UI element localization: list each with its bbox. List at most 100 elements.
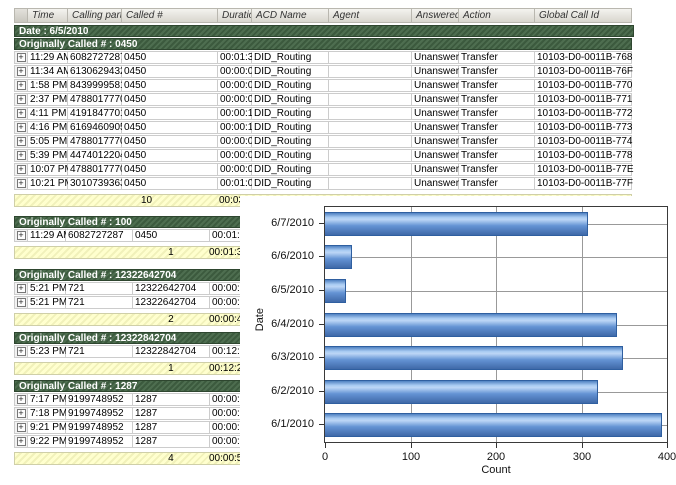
- summary-total-duration: 00:03:40: [219, 195, 258, 206]
- cell-agent: [329, 121, 412, 134]
- cell-calling: 9199748952: [66, 421, 133, 434]
- column-header-corner: [14, 8, 28, 23]
- expand-icon[interactable]: +: [16, 122, 26, 132]
- expand-icon[interactable]: +: [16, 52, 26, 62]
- summary-count: 1: [168, 247, 174, 258]
- cell-calling: 721: [66, 345, 133, 358]
- expand-icon[interactable]: +: [16, 178, 26, 188]
- cell-called: 0450: [122, 121, 218, 134]
- expand-cell: +: [14, 296, 28, 309]
- x-tick-label: 300: [572, 451, 592, 463]
- report-section: Originally Called # : 0450 +11:29 AM 60827…: [14, 38, 634, 207]
- cell-calling: 9199748952: [66, 435, 133, 448]
- cell-agent: [329, 135, 412, 148]
- expand-icon[interactable]: +: [16, 66, 26, 76]
- cell-action: Transfer: [459, 121, 535, 134]
- x-tick-mark: [325, 443, 326, 448]
- cell-calling: 4474012204: [68, 149, 126, 162]
- cell-called: 0450: [122, 149, 218, 162]
- summary-total-duration: 00:01:35: [209, 247, 248, 258]
- cell-time: 2:37 PM: [28, 93, 68, 106]
- chart-bar: [325, 346, 623, 370]
- y-tick-mark: [319, 256, 324, 257]
- table-row: +10:21 PM 3010739363 0450 00:01:02 DID_Routi…: [14, 177, 634, 190]
- count-by-date-chart: Date 6/7/2010 6/6/2010 6/5/2010 6/4/2010 6/3…: [240, 196, 676, 485]
- cell-called: 0450: [122, 51, 218, 64]
- summary-total-duration: 00:00:43: [209, 314, 248, 325]
- column-header-agent: Agent: [329, 8, 412, 23]
- expand-cell: +: [14, 149, 28, 162]
- expand-icon[interactable]: +: [16, 136, 26, 146]
- cell-called: 0450: [133, 229, 210, 242]
- expand-cell: +: [14, 121, 28, 134]
- cell-answered: Unanswered: [412, 149, 471, 162]
- cell-calling: 721: [66, 282, 133, 295]
- column-header-global-call-id: Global Call Id: [535, 8, 632, 23]
- cell-called: 1287: [133, 421, 210, 434]
- column-header-action: Action: [459, 8, 535, 23]
- expand-icon[interactable]: +: [16, 408, 26, 418]
- cell-calling: 6082727287: [68, 51, 126, 64]
- expand-icon[interactable]: +: [16, 94, 26, 104]
- summary-row: 1 00:12:23: [14, 362, 252, 375]
- table-row: +11:29 AM 6082727287 0450 00:01:35 DID_Routi…: [14, 51, 634, 64]
- y-tick-mark: [319, 424, 324, 425]
- expand-icon[interactable]: +: [16, 164, 26, 174]
- y-tick-mark: [319, 290, 324, 291]
- cell-time: 9:21 PM: [28, 421, 68, 434]
- expand-icon[interactable]: +: [16, 230, 26, 240]
- chart-bar: [325, 313, 617, 337]
- cell-answered: Unanswered: [412, 107, 471, 120]
- cell-time: 11:29 AM: [28, 51, 72, 64]
- cell-answered: Unanswered: [412, 51, 471, 64]
- expand-icon[interactable]: +: [16, 297, 26, 307]
- cell-time: 4:16 PM: [28, 121, 68, 134]
- expand-icon[interactable]: +: [16, 346, 26, 356]
- x-tick-mark: [667, 443, 668, 448]
- cell-action: Transfer: [459, 65, 535, 78]
- summary-spacer: [15, 195, 123, 206]
- expand-icon[interactable]: +: [16, 283, 26, 293]
- expand-icon[interactable]: +: [16, 150, 26, 160]
- group-band: Originally Called # : 12322842704: [14, 332, 252, 344]
- cell-time: 11:34 AM: [28, 65, 72, 78]
- expand-icon[interactable]: +: [16, 108, 26, 118]
- table-row: +7:17 PM 9199748952 1287 00:00:13: [14, 393, 634, 406]
- cell-calling: 8439999581: [68, 79, 126, 92]
- x-tick-label: 400: [657, 451, 676, 463]
- chart-bar: [325, 245, 352, 269]
- summary-spacer: [15, 363, 133, 374]
- x-tick-mark: [411, 443, 412, 448]
- chart-bar: [325, 413, 662, 437]
- cell-global_id: 10103-D0-0011B-771: [535, 93, 633, 106]
- summary-row: 4 00:00:50: [14, 452, 252, 465]
- cell-global_id: 10103-D0-0011B-77E: [535, 163, 634, 176]
- cell-called: 12322842704: [133, 345, 210, 358]
- cell-agent: [329, 51, 412, 64]
- expand-icon[interactable]: +: [16, 422, 26, 432]
- cell-acd: DID_Routing: [252, 149, 329, 162]
- cell-calling: 4191847701: [68, 107, 126, 120]
- cell-agent: [329, 107, 412, 120]
- cell-calling: 9199748952: [66, 393, 133, 406]
- cell-called: 1287: [133, 435, 210, 448]
- report-section: Originally Called # : 100 +11:29 AM 608272…: [14, 216, 634, 259]
- expand-icon[interactable]: +: [16, 80, 26, 90]
- expand-icon[interactable]: +: [16, 436, 26, 446]
- cell-time: 1:58 PM: [28, 79, 68, 92]
- y-tick-mark: [319, 223, 324, 224]
- cell-global_id: 10103-D0-0011B-76F: [535, 65, 633, 78]
- column-header-duration: Duration: [218, 8, 252, 23]
- expand-cell: +: [14, 282, 28, 295]
- expand-icon[interactable]: +: [16, 394, 26, 404]
- cell-duration: 00:00:06: [218, 163, 259, 176]
- cell-called: 1287: [133, 393, 210, 406]
- y-tick-mark: [319, 324, 324, 325]
- expand-cell: +: [14, 345, 28, 358]
- x-tick-mark: [582, 443, 583, 448]
- cell-agent: [329, 93, 412, 106]
- cell-agent: [329, 177, 412, 190]
- cell-time: 5:23 PM: [28, 345, 68, 358]
- cell-duration: 00:00:07: [218, 135, 259, 148]
- cell-calling: 4788017770: [68, 163, 126, 176]
